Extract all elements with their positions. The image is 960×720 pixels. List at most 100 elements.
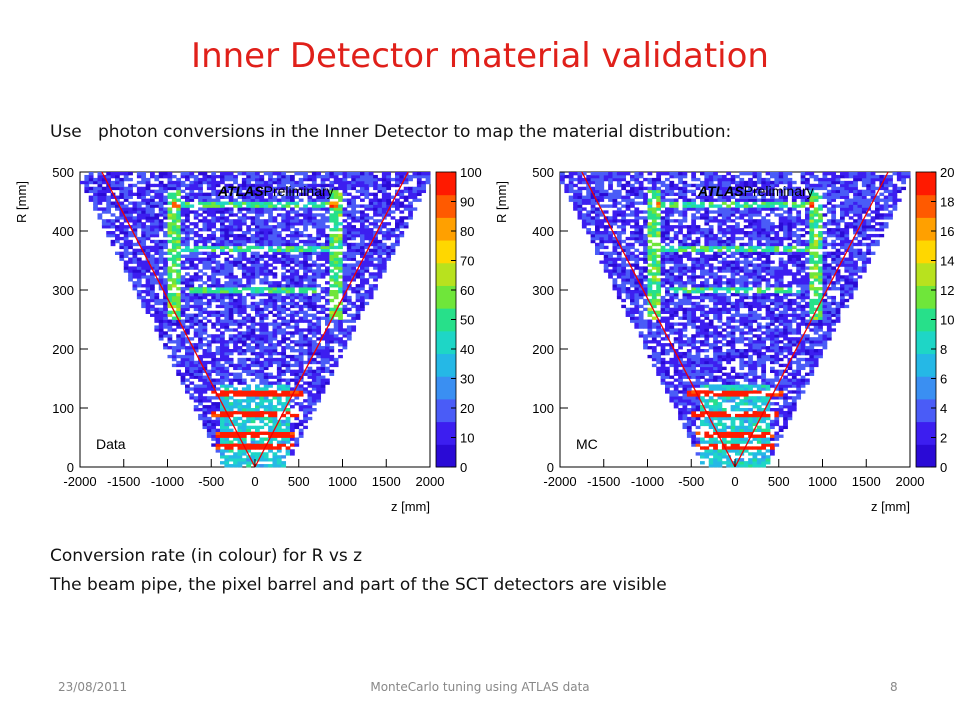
- y-tick-label: 300: [52, 283, 74, 298]
- intro-text: Use photon conversions in the Inner Dete…: [50, 122, 732, 142]
- colorbar-segment: [916, 444, 936, 468]
- x-tick-label: -1500: [107, 474, 140, 489]
- footer-title: MonteCarlo tuning using ATLAS data: [370, 680, 590, 694]
- atlas-watermark: ATLASPreliminary: [697, 183, 814, 199]
- colorbar-tick-label: 12: [940, 283, 954, 298]
- colorbar-tick-label: 90: [460, 195, 474, 210]
- colorbar-segment: [436, 240, 456, 264]
- y-tick-label: 500: [52, 165, 74, 180]
- footer-date: 23/08/2011: [58, 680, 128, 694]
- colorbar-tick-label: 70: [460, 254, 474, 269]
- x-tick-label: 1500: [852, 474, 881, 489]
- colorbar-tick-label: 30: [460, 372, 474, 387]
- y-tick-label: 400: [532, 224, 554, 239]
- colorbar-tick-label: 20: [460, 401, 474, 416]
- colorbar-segment: [436, 398, 456, 423]
- page-number: 8: [890, 680, 898, 694]
- colorbar-tick-label: 16: [940, 224, 954, 239]
- colorbar-segment: [916, 262, 936, 286]
- y-tick-label: 200: [52, 342, 74, 357]
- x-tick-label: 2000: [416, 474, 445, 489]
- eta-line-left: [101, 171, 256, 468]
- colorbar-tick-label: 80: [460, 224, 474, 239]
- y-tick-label: 0: [547, 460, 554, 475]
- colorbar-segment: [916, 194, 936, 218]
- colorbar-segment: [916, 376, 936, 400]
- caption-visible-detectors: The beam pipe, the pixel barrel and part…: [50, 575, 667, 595]
- colorbar-tick-label: 60: [460, 283, 474, 298]
- y-tick-label: 400: [52, 224, 74, 239]
- colorbar-segment: [436, 194, 456, 218]
- colorbar-segment: [436, 330, 456, 355]
- x-tick-label: -500: [198, 474, 224, 489]
- x-tick-label: 500: [768, 474, 790, 489]
- colorbar-segment: [436, 444, 456, 468]
- x-tick-label: 2000: [896, 474, 925, 489]
- x-tick-label: 500: [288, 474, 310, 489]
- caption-conversion-rate: Conversion rate (in colour) for R vs z: [50, 546, 363, 566]
- colorbar-tick-label: 20: [940, 165, 954, 180]
- colorbar-segment: [436, 421, 456, 445]
- x-tick-label: -2000: [63, 474, 96, 489]
- colorbar-segment: [916, 217, 936, 241]
- colorbar-tick-label: 4: [940, 401, 947, 416]
- colorbar-segment: [916, 240, 936, 264]
- x-tick-label: -1000: [631, 474, 664, 489]
- y-axis-label: R [mm]: [14, 181, 29, 223]
- x-tick-label: 1500: [372, 474, 401, 489]
- y-tick-label: 100: [52, 401, 74, 416]
- colorbar-segment: [436, 217, 456, 241]
- colorbar-tick-label: 14: [940, 254, 954, 269]
- colorbar-segment: [916, 285, 936, 309]
- x-tick-label: -500: [678, 474, 704, 489]
- colorbar-segment: [436, 308, 456, 332]
- x-tick-label: -1000: [151, 474, 184, 489]
- x-tick-label: 1000: [808, 474, 837, 489]
- colorbar-tick-label: 2: [940, 431, 947, 446]
- colorbar-segment: [436, 376, 456, 400]
- atlas-watermark: ATLASPreliminary: [217, 183, 334, 199]
- y-tick-label: 200: [532, 342, 554, 357]
- eta-line-right: [734, 171, 889, 468]
- colorbar-tick-label: 10: [940, 313, 954, 328]
- colorbar-segment: [916, 421, 936, 445]
- colorbar-tick-label: 10: [460, 431, 474, 446]
- colorbar-tick-label: 0: [940, 460, 947, 475]
- colorbar-segment: [436, 262, 456, 286]
- colorbar-segment: [436, 285, 456, 309]
- x-tick-label: -1500: [587, 474, 620, 489]
- x-tick-label: 0: [731, 474, 738, 489]
- colorbar-tick-label: 40: [460, 342, 474, 357]
- sample-label: Data: [96, 436, 126, 452]
- colorbar-tick-label: 8: [940, 342, 947, 357]
- x-axis-label: z [mm]: [391, 499, 430, 514]
- colorbar-segment: [916, 330, 936, 355]
- y-tick-label: 0: [67, 460, 74, 475]
- x-tick-label: -2000: [543, 474, 576, 489]
- y-tick-label: 500: [532, 165, 554, 180]
- eta-line-right: [254, 171, 409, 468]
- x-axis-label: z [mm]: [871, 499, 910, 514]
- y-tick-label: 100: [532, 401, 554, 416]
- colorbar-segment: [916, 398, 936, 423]
- slide-title: Inner Detector material validation: [191, 36, 769, 76]
- colorbar-tick-label: 6: [940, 372, 947, 387]
- y-tick-label: 300: [532, 283, 554, 298]
- colorbar-segment: [916, 172, 936, 196]
- y-axis-label: R [mm]: [494, 181, 509, 223]
- colorbar-tick-label: 0: [460, 460, 467, 475]
- colorbar-tick-label: 50: [460, 313, 474, 328]
- x-tick-label: 0: [251, 474, 258, 489]
- colorbar-tick-label: 100: [460, 165, 482, 180]
- colorbar-segment: [436, 172, 456, 196]
- colorbar-segment: [916, 353, 936, 377]
- colorbar-segment: [916, 308, 936, 332]
- x-tick-label: 1000: [328, 474, 357, 489]
- heatmap-cells: [80, 172, 431, 468]
- sample-label: MC: [576, 436, 598, 452]
- colorbar-segment: [436, 353, 456, 377]
- colorbar-tick-label: 18: [940, 195, 954, 210]
- eta-line-left: [581, 171, 736, 468]
